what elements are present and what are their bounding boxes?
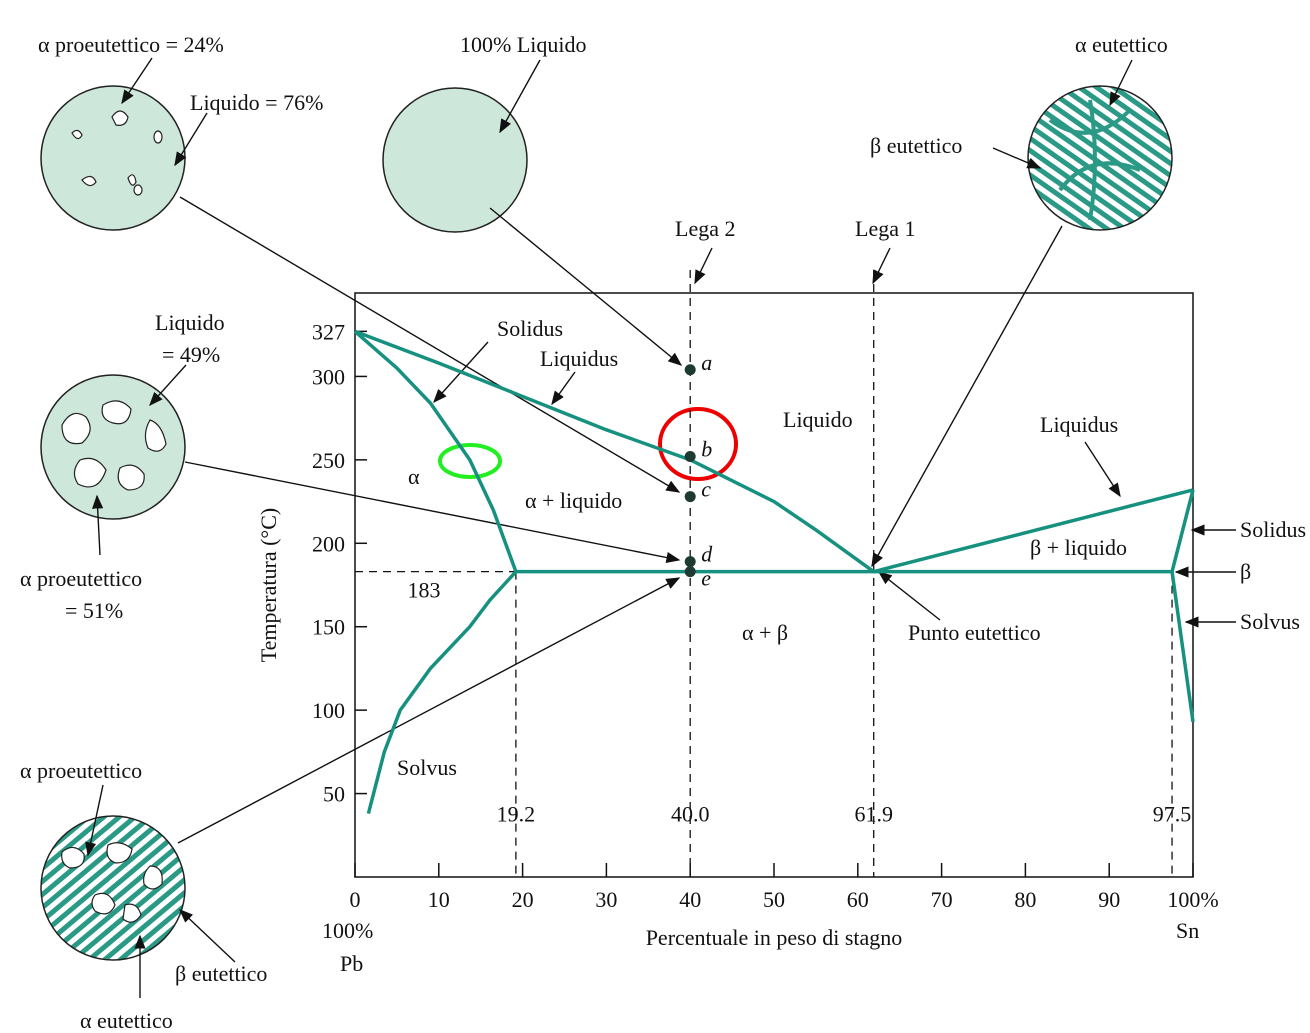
arrows [85, 57, 1236, 998]
annotations: α proeutettico = 24% Liquido = 76% 100% … [20, 32, 1306, 1033]
curve [1170, 489, 1195, 573]
y-tick-label: 300 [312, 364, 345, 389]
region-label: α [408, 464, 420, 489]
curve [353, 330, 518, 573]
curve-label: Liquidus [1040, 412, 1118, 437]
x-tick-label: 10 [428, 887, 450, 912]
curve-label: Solvus [397, 755, 457, 780]
point-label: d [701, 542, 713, 567]
eutectic-label: 183 [408, 578, 441, 603]
region-label: α + β [742, 620, 788, 645]
annotation: Punto eutettico [908, 620, 1041, 645]
x-tick-label: 90 [1098, 887, 1120, 912]
x-tick-label: 60 [847, 887, 869, 912]
x-tick-label: 50 [763, 887, 785, 912]
y-tick-label: 200 [312, 531, 345, 556]
annotation: 100% Liquido [460, 32, 587, 57]
x-tick-label: 20 [512, 887, 534, 912]
curve [1170, 571, 1195, 723]
region-label: β [1240, 559, 1251, 584]
annotation: α proeutettico [20, 758, 142, 783]
microstructures [40, 85, 1173, 961]
y-tick-label: 100 [312, 698, 345, 723]
region-label: α + liquido [525, 488, 622, 513]
annotation: Liquido [155, 310, 225, 335]
x-tick-label: 40 [679, 887, 701, 912]
point-label: e [701, 566, 711, 591]
annotation: Pb [340, 951, 363, 976]
x-tick-label: 70 [931, 887, 953, 912]
y-tick-label: 150 [312, 615, 345, 640]
annotation: α eutettico [1075, 32, 1168, 57]
x-tick-label: 0 [350, 887, 361, 912]
annotation: α proeutettico [20, 566, 142, 591]
curve-label: Solidus [1240, 517, 1306, 542]
annotation: α proeutettico = 24% [38, 32, 224, 57]
region-label: β + liquido [1030, 535, 1127, 560]
y-tick-label: 327 [312, 319, 345, 344]
composition-label: 40.0 [671, 802, 710, 827]
highlight-circle [438, 443, 502, 479]
point-label: c [701, 477, 711, 502]
annotation: = 51% [65, 598, 123, 623]
highlight-circle [658, 407, 738, 481]
x-axis-label: Percentuale in peso di stagno [646, 925, 903, 950]
y-tick-label: 50 [323, 782, 345, 807]
annotation: Lega 1 [855, 216, 915, 241]
annotation: Liquido = 76% [190, 90, 323, 115]
annotation: Sn [1176, 918, 1199, 943]
composition-label: 97.5 [1153, 802, 1192, 827]
annotation: α eutettico [80, 1008, 173, 1033]
annotation: = 49% [162, 342, 220, 367]
state-point [684, 491, 696, 503]
annotation: 100% [322, 918, 373, 943]
point-label: b [701, 437, 712, 462]
curve-label: Liquidus [540, 346, 618, 371]
x-tick-label: 100% [1167, 887, 1218, 912]
annotation: β eutettico [175, 961, 267, 986]
state-point [684, 364, 696, 376]
y-tick-label: 250 [312, 448, 345, 473]
annotation: Lega 2 [675, 216, 735, 241]
composition-label: 19.2 [497, 802, 536, 827]
state-point [684, 556, 696, 568]
composition-label: 61.9 [854, 802, 893, 827]
annotation: β eutettico [870, 133, 962, 158]
curve-label: Solidus [497, 316, 563, 341]
point-label: a [701, 350, 712, 375]
state-point [684, 566, 696, 578]
curve-label: Solvus [1240, 609, 1300, 634]
y-axis-label: Temperatura (°C) [256, 508, 281, 662]
state-point [684, 451, 696, 463]
x-tick-label: 80 [1014, 887, 1036, 912]
curve [366, 570, 518, 815]
x-tick-label: 30 [595, 887, 617, 912]
region-label: Liquido [783, 407, 853, 432]
